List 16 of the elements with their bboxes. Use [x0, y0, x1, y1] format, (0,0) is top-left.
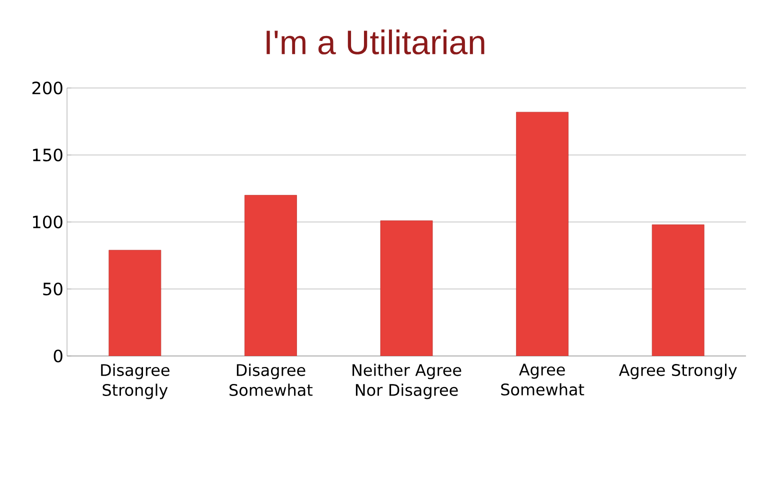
bar — [652, 224, 704, 356]
y-tick-label: 200 — [32, 82, 62, 94]
x-tick-label: Disagree Somewhat — [230, 364, 313, 396]
y-tick-label: 150 — [33, 148, 62, 162]
bar — [516, 112, 569, 356]
bar — [108, 250, 162, 356]
x-tick-label: Disagree Strongly — [101, 364, 170, 400]
bar — [380, 220, 433, 356]
x-tick-label: Agree Strongly — [618, 364, 737, 380]
y-tick-label: 0 — [54, 350, 62, 362]
bar — [244, 194, 297, 356]
x-tick-label: Neither Agree Nor Disagree — [352, 364, 462, 400]
x-tick-label: Agree Somewhat — [501, 364, 584, 396]
y-tick-label: 100 — [33, 216, 62, 228]
y-tick-label: 50 — [43, 282, 62, 296]
chart-title: I'm a Utilitarian — [266, 30, 484, 54]
